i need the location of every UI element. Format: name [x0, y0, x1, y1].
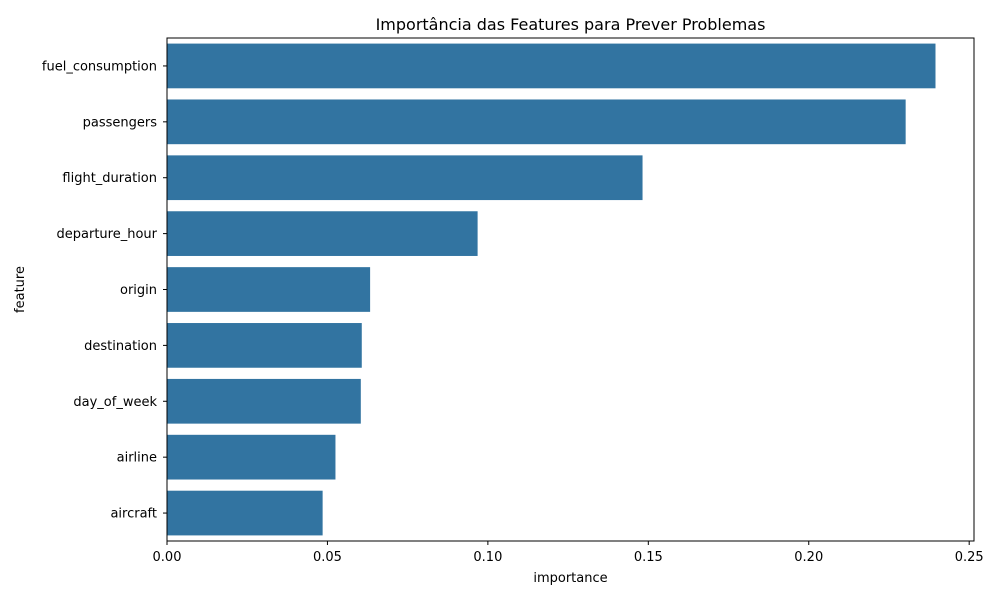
y-tick-label: passengers	[83, 115, 158, 130]
bar-fuel_consumption	[167, 43, 936, 89]
bar-day_of_week	[167, 378, 361, 424]
y-tick-label: fuel_consumption	[42, 59, 157, 74]
bar-aircraft	[167, 490, 323, 536]
x-axis-label: importance	[533, 571, 607, 586]
y-tick-label: departure_hour	[57, 227, 158, 242]
bar-flight_duration	[167, 155, 643, 201]
bar-origin	[167, 267, 371, 312]
chart-title: Importância das Features para Prever Pro…	[376, 15, 766, 34]
bar-destination	[167, 323, 362, 368]
x-tick-label: 0.05	[313, 550, 342, 565]
bars-group	[167, 43, 936, 536]
y-tick-label: airline	[117, 451, 157, 466]
y-tick-label: flight_duration	[62, 171, 157, 186]
x-axis-ticks: 0.00 0.05 0.10 0.15 0.20 0.25	[153, 541, 984, 565]
y-tick-label: destination	[84, 339, 157, 354]
x-tick-label: 0.00	[153, 550, 182, 565]
x-tick-label: 0.10	[473, 550, 502, 565]
plot-frame	[166, 37, 975, 542]
y-axis-ticks: fuel_consumption passengers flight_duratio…	[42, 59, 167, 522]
y-tick-label: origin	[120, 283, 157, 298]
x-tick-label: 0.15	[634, 550, 663, 565]
y-tick-label: day_of_week	[73, 395, 157, 410]
bar-passengers	[167, 99, 906, 145]
bar-departure_hour	[167, 211, 478, 256]
x-tick-label: 0.25	[955, 550, 984, 565]
bar-airline	[167, 434, 336, 480]
y-tick-label: aircraft	[110, 507, 157, 522]
x-tick-label: 0.20	[794, 550, 823, 565]
y-axis-label: feature	[13, 266, 28, 313]
